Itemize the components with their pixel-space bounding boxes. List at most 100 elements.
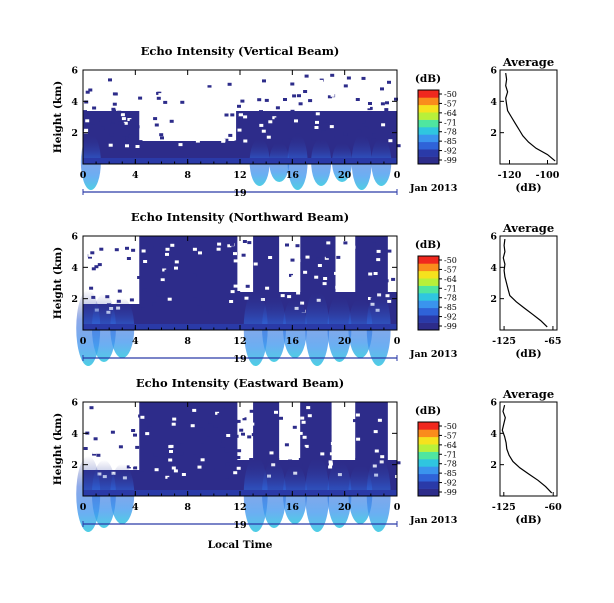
speckle-cell bbox=[214, 468, 219, 472]
speckle-cell bbox=[281, 118, 285, 122]
y-tick-label: 6 bbox=[71, 66, 78, 77]
speckle-cell bbox=[322, 119, 327, 123]
speckle-cell bbox=[164, 261, 169, 265]
speckle-cell bbox=[357, 129, 362, 133]
speckle-cell bbox=[88, 132, 93, 135]
speckle-cell bbox=[238, 435, 243, 439]
data-column bbox=[355, 402, 388, 460]
speckle-cell bbox=[195, 116, 199, 120]
speckle-cell bbox=[199, 424, 203, 428]
colorbar-segment bbox=[418, 315, 439, 323]
colorbar-segment bbox=[418, 134, 439, 143]
speckle-cell bbox=[307, 414, 312, 418]
speckle-cell bbox=[321, 103, 326, 107]
profile-y-tick-label: 6 bbox=[490, 232, 497, 243]
speckle-cell bbox=[373, 430, 378, 434]
speckle-cell bbox=[111, 113, 116, 116]
speckle-cell bbox=[274, 410, 278, 414]
x-tick-label: 8 bbox=[184, 336, 191, 347]
speckle-cell bbox=[242, 240, 247, 243]
speckle-cell bbox=[174, 260, 179, 264]
y-tick-label: 2 bbox=[71, 128, 78, 139]
speckle-cell bbox=[229, 127, 233, 131]
speckle-cell bbox=[247, 435, 252, 439]
speckle-cell bbox=[275, 106, 280, 110]
speckle-cell bbox=[294, 119, 298, 123]
colorbar-label: (dB) bbox=[415, 239, 441, 251]
speckle-cell bbox=[304, 104, 308, 108]
speckle-cell bbox=[346, 76, 351, 80]
speckle-cell bbox=[120, 80, 125, 84]
speckle-cell bbox=[289, 440, 294, 444]
speckle-cell bbox=[120, 424, 125, 428]
speckle-cell bbox=[310, 122, 315, 126]
speckle-cell bbox=[204, 428, 209, 431]
y-tick-label: 4 bbox=[71, 97, 78, 108]
speckle-cell bbox=[396, 144, 401, 148]
speckle-cell bbox=[112, 109, 117, 113]
speckle-cell bbox=[131, 94, 136, 98]
speckle-cell bbox=[267, 421, 272, 425]
speckle-cell bbox=[288, 135, 292, 139]
speckle-cell bbox=[147, 426, 152, 430]
speckle-cell bbox=[110, 430, 115, 434]
speckle-cell bbox=[289, 273, 293, 277]
speckle-cell bbox=[283, 267, 288, 271]
speckle-cell bbox=[172, 145, 177, 149]
speckle-cell bbox=[156, 293, 161, 297]
y-tick-label: 6 bbox=[71, 232, 78, 243]
speckle-cell bbox=[108, 143, 113, 147]
speckle-cell bbox=[162, 470, 167, 474]
speckle-cell bbox=[224, 475, 229, 479]
colorbar-tick-label: -64 bbox=[444, 275, 457, 284]
speckle-cell bbox=[165, 475, 170, 479]
speckle-cell bbox=[393, 257, 398, 261]
speckle-cell bbox=[248, 122, 253, 126]
profile-line bbox=[501, 404, 553, 494]
speckle-cell bbox=[314, 275, 319, 279]
profile-title: Average bbox=[502, 55, 554, 69]
speckle-cell bbox=[230, 242, 234, 246]
speckle-cell bbox=[259, 110, 263, 114]
speckle-cell bbox=[203, 254, 208, 257]
speckle-cell bbox=[221, 139, 226, 143]
colorbar-segment bbox=[418, 97, 439, 106]
speckle-cell bbox=[373, 272, 378, 275]
profile-frame bbox=[499, 69, 558, 165]
speckle-cell bbox=[83, 110, 87, 114]
speckle-cell bbox=[233, 259, 238, 263]
x-axis-label: Local Time bbox=[208, 539, 273, 551]
speckle-cell bbox=[376, 258, 381, 262]
speckle-cell bbox=[111, 471, 116, 475]
speckle-cell bbox=[230, 290, 235, 294]
date-label: 19 bbox=[233, 188, 247, 199]
speckle-cell bbox=[190, 424, 195, 428]
speckle-cell bbox=[318, 88, 323, 92]
speckle-cell bbox=[135, 145, 140, 148]
speckle-cell bbox=[140, 415, 145, 419]
speckle-cell bbox=[84, 74, 89, 78]
speckle-cell bbox=[85, 90, 90, 94]
speckle-cell bbox=[302, 463, 307, 466]
speckle-cell bbox=[165, 247, 170, 251]
colorbar-segment bbox=[418, 278, 439, 286]
colorbar-frame bbox=[417, 89, 440, 165]
speckle-cell bbox=[212, 124, 216, 128]
speckle-cell bbox=[109, 133, 114, 137]
speckle-cell bbox=[88, 255, 92, 259]
speckle-cell bbox=[220, 444, 225, 448]
colorbar-segment bbox=[418, 285, 439, 294]
speckle-cell bbox=[159, 141, 164, 145]
colorbar-segment bbox=[418, 270, 439, 279]
x-tick-label: 8 bbox=[184, 170, 191, 181]
speckle-cell bbox=[235, 303, 240, 307]
speckle-cell bbox=[161, 116, 166, 120]
speckle-cell bbox=[319, 79, 324, 83]
colorbar-tick-label: -85 bbox=[444, 469, 457, 478]
speckle-cell bbox=[85, 281, 90, 285]
speckle-cell bbox=[236, 456, 241, 459]
speckle-cell bbox=[268, 256, 273, 259]
profile-x-label: (dB) bbox=[515, 182, 541, 194]
speckle-cell bbox=[208, 420, 213, 424]
speckle-cell bbox=[137, 276, 142, 279]
